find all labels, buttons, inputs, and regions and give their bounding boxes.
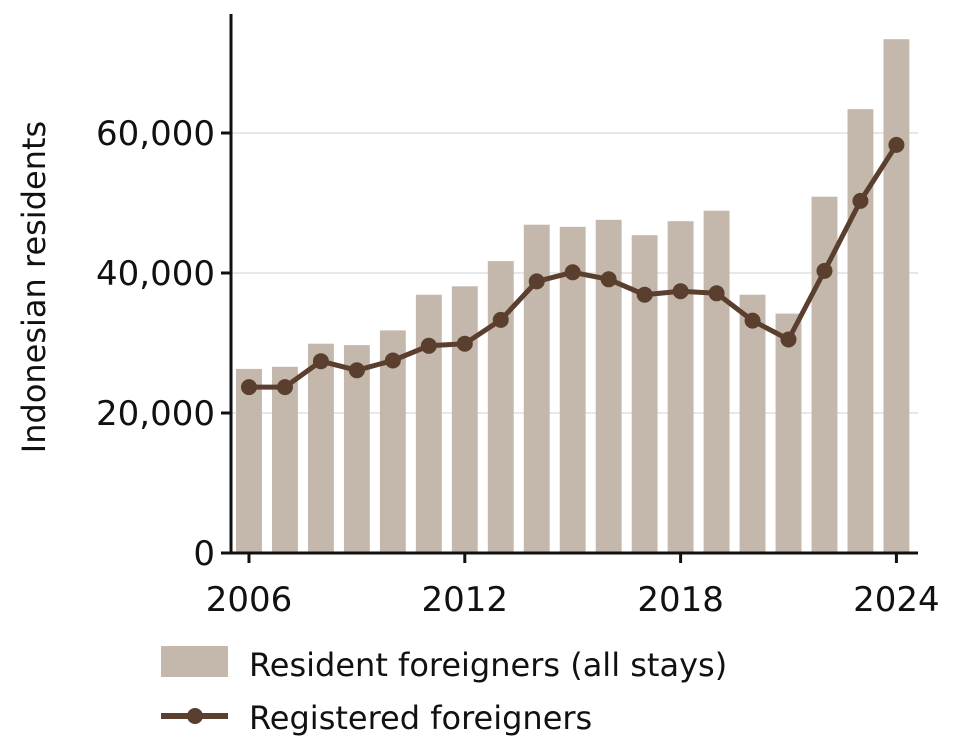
line-point bbox=[888, 136, 905, 153]
bar bbox=[703, 210, 730, 553]
bar bbox=[595, 219, 622, 554]
line-point bbox=[348, 362, 365, 379]
y-axis-title: Indonesian residents bbox=[15, 121, 53, 453]
bar bbox=[307, 343, 334, 553]
legend-label-registered-foreigners: Registered foreigners bbox=[249, 699, 592, 737]
x-tick-label: 2018 bbox=[637, 580, 724, 620]
bar bbox=[415, 294, 442, 553]
line-point bbox=[420, 337, 437, 354]
line-point bbox=[456, 335, 473, 352]
x-tick-labels: 2006 2012 2018 2024 bbox=[206, 580, 940, 620]
bar bbox=[487, 261, 514, 553]
legend-swatch-marker bbox=[187, 708, 203, 724]
y-tick-label: 60,000 bbox=[96, 114, 215, 154]
line-series bbox=[240, 136, 905, 396]
axes bbox=[221, 14, 918, 563]
legend: Resident foreigners (all stays) Register… bbox=[161, 646, 727, 737]
line-point bbox=[240, 379, 257, 396]
y-tick-labels: 0 20,000 40,000 60,000 bbox=[96, 114, 215, 574]
line-point bbox=[384, 352, 401, 369]
line-point bbox=[816, 262, 833, 279]
x-tick-label: 2024 bbox=[853, 580, 940, 620]
bar bbox=[559, 226, 586, 554]
bar-series bbox=[236, 39, 910, 554]
bar bbox=[272, 366, 298, 553]
line-point bbox=[276, 379, 293, 396]
bar bbox=[667, 221, 694, 553]
line-point bbox=[780, 331, 797, 348]
line-point bbox=[744, 312, 761, 329]
x-tick-label: 2012 bbox=[422, 580, 509, 620]
bar bbox=[775, 313, 802, 553]
bar bbox=[847, 109, 874, 553]
line-point bbox=[636, 286, 653, 303]
line-point bbox=[672, 283, 689, 300]
line-point bbox=[528, 273, 545, 290]
bar bbox=[883, 39, 910, 553]
legend-swatch-bar bbox=[161, 646, 228, 677]
y-tick-label: 20,000 bbox=[96, 394, 215, 434]
bar bbox=[236, 368, 262, 553]
bar bbox=[343, 345, 370, 553]
line-point bbox=[708, 285, 725, 302]
bar bbox=[631, 235, 658, 553]
line-point bbox=[492, 311, 509, 328]
line-point bbox=[312, 353, 329, 370]
x-tick-label: 2006 bbox=[206, 580, 293, 620]
line-point bbox=[852, 192, 869, 209]
y-tick-label: 0 bbox=[193, 534, 215, 574]
line-point bbox=[600, 271, 617, 288]
y-tick-label: 40,000 bbox=[96, 254, 215, 294]
bar bbox=[739, 294, 766, 553]
legend-label-resident-foreigners: Resident foreigners (all stays) bbox=[249, 646, 727, 684]
line-point bbox=[564, 264, 581, 281]
bar bbox=[451, 286, 478, 553]
